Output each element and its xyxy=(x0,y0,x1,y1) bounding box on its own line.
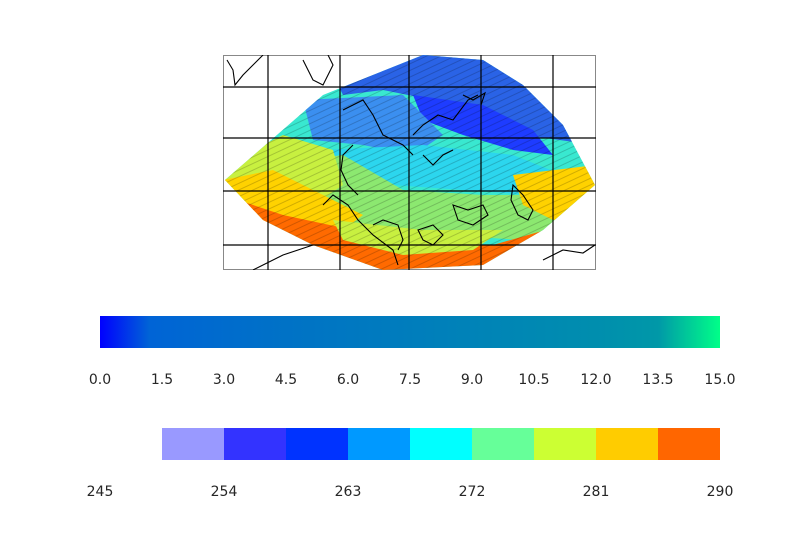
speed-tick-label: 1.5 xyxy=(150,372,174,388)
temperature-swatch xyxy=(348,428,411,460)
temperature-tick-label: 272 xyxy=(458,484,486,500)
temperature-swatch xyxy=(162,428,225,460)
speed-tick-label: 12.0 xyxy=(580,372,612,388)
speed-tick-label: 6.0 xyxy=(336,372,360,388)
temperature-tick-label: 281 xyxy=(582,484,610,500)
speed-tick-label: 10.5 xyxy=(518,372,550,388)
temperature-swatch xyxy=(596,428,659,460)
map-panel xyxy=(223,55,596,270)
graticule xyxy=(223,55,596,270)
temperature-swatch xyxy=(534,428,597,460)
temperature-tick-label: 290 xyxy=(706,484,734,500)
temperature-swatch xyxy=(224,428,287,460)
speed-tick-label: 13.5 xyxy=(642,372,674,388)
speed-tick-label: 3.0 xyxy=(212,372,236,388)
speed-tick-label: 9.0 xyxy=(460,372,484,388)
temperature-tick-label: 263 xyxy=(334,484,362,500)
coastlines xyxy=(226,55,596,270)
temperature-swatch xyxy=(472,428,535,460)
temperature-swatch xyxy=(658,428,720,460)
temperature-swatch xyxy=(286,428,349,460)
speed-tick-label: 0.0 xyxy=(88,372,112,388)
speed-tick-label: 15.0 xyxy=(704,372,736,388)
temperature-tick-label: 245 xyxy=(86,484,114,500)
speed-tick-label: 7.5 xyxy=(398,372,422,388)
colorbar-temperature xyxy=(162,428,720,460)
temperature-swatch xyxy=(410,428,473,460)
speed-tick-label: 4.5 xyxy=(274,372,298,388)
colorbar-speed-gradient xyxy=(100,316,720,348)
temperature-tick-label: 254 xyxy=(210,484,238,500)
colorbar-speed xyxy=(100,316,720,348)
